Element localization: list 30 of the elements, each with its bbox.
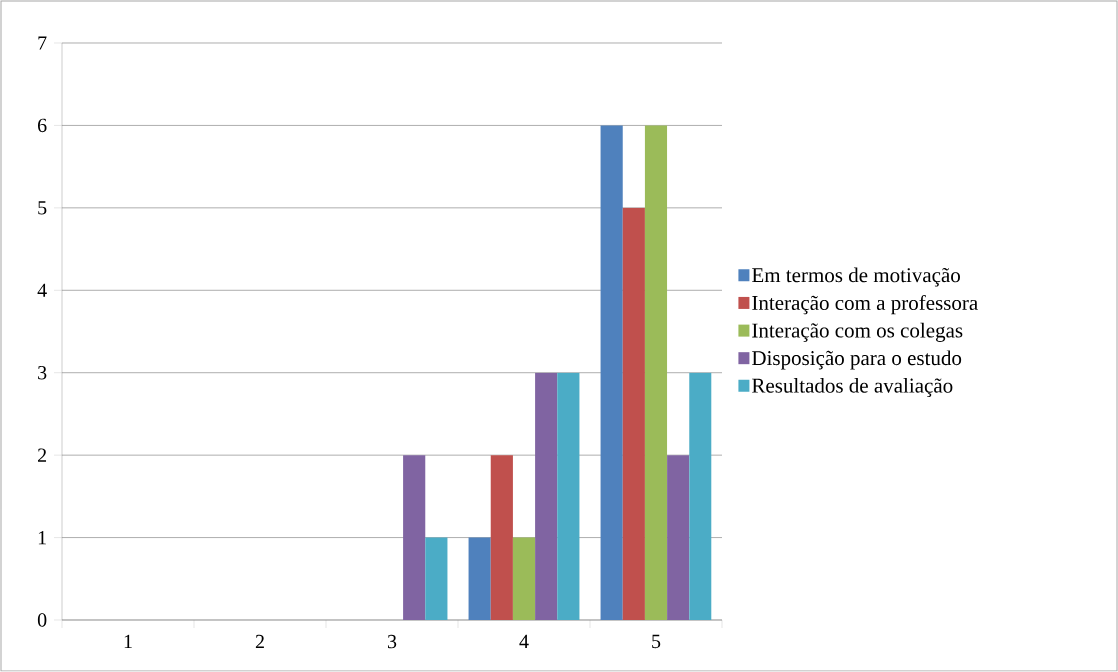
legend-label: Resultados de avaliação — [752, 377, 953, 398]
y-tick-label: 4 — [37, 283, 47, 297]
y-tick-label: 5 — [38, 201, 47, 215]
bar — [535, 372, 558, 620]
y-tick-label: 2 — [38, 448, 47, 462]
y-tick-label: 3 — [38, 366, 47, 380]
y-tick-label: 1 — [38, 530, 46, 545]
bar — [667, 455, 690, 620]
legend-label: Interação com os colegas — [752, 322, 963, 342]
bar — [403, 455, 426, 620]
bar — [622, 207, 645, 620]
bar — [689, 372, 712, 620]
bar — [490, 455, 513, 620]
legend-label: Interação com a professora — [752, 295, 978, 315]
y-tick-label: 7 — [38, 36, 47, 50]
bar — [425, 537, 448, 620]
legend-label: Disposição para o estudo — [752, 350, 962, 370]
bar — [600, 125, 623, 620]
bar — [468, 537, 491, 620]
x-tick-label: 1 — [124, 634, 132, 649]
bar — [557, 372, 580, 620]
y-tick-label: 6 — [38, 118, 47, 133]
bar — [512, 537, 536, 620]
bar — [644, 125, 668, 620]
x-tick-label: 3 — [387, 634, 397, 649]
y-tick-label: 0 — [37, 613, 47, 627]
x-tick-label: 2 — [255, 634, 264, 649]
legend-label: Em termos de motivação — [752, 267, 960, 287]
x-tick-label: 4 — [519, 634, 529, 649]
x-tick-label: 5 — [652, 634, 661, 649]
